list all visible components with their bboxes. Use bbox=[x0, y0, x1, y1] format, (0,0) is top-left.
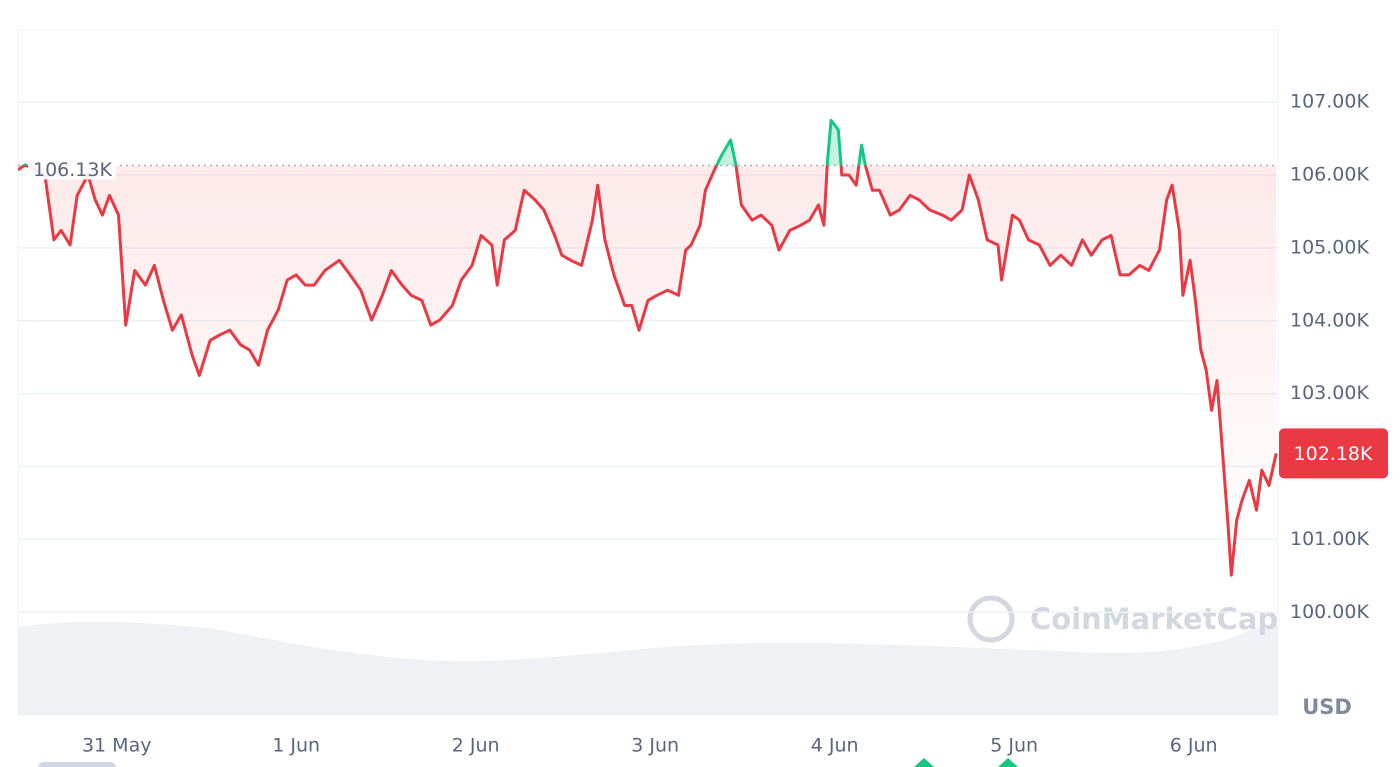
y-tick-label: 103.00K bbox=[1290, 382, 1369, 404]
volume-area bbox=[18, 621, 1278, 715]
watermark-logo bbox=[967, 595, 1015, 643]
event-marker[interactable] bbox=[998, 758, 1018, 767]
y-tick-label: 104.00K bbox=[1290, 309, 1369, 331]
plot: 106.13K bbox=[18, 118, 1278, 577]
area-below-baseline bbox=[18, 165, 1277, 576]
x-tick-label: 31 May bbox=[82, 735, 152, 757]
price-line bbox=[18, 165, 1278, 577]
y-tick-label: 101.00K bbox=[1290, 528, 1369, 550]
x-tick-label: 5 Jun bbox=[990, 735, 1038, 757]
last-price-tag bbox=[1279, 428, 1388, 479]
scroll-handle[interactable] bbox=[38, 762, 116, 767]
x-tick-label: 4 Jun bbox=[811, 735, 859, 757]
currency-label: USD bbox=[1302, 695, 1352, 719]
baseline-label-bg bbox=[28, 151, 116, 180]
event-marker[interactable] bbox=[914, 758, 934, 767]
y-tick-label: 107.00K bbox=[1290, 91, 1369, 113]
y-tick-label: 106.00K bbox=[1290, 164, 1369, 186]
x-tick-label: 6 Jun bbox=[1170, 735, 1218, 757]
last-price-label: 102.18K bbox=[1294, 443, 1373, 465]
y-tick-label: 100.00K bbox=[1290, 601, 1369, 623]
y-tick-label: 105.00K bbox=[1290, 236, 1369, 258]
watermark: CoinMarketCap bbox=[967, 595, 1278, 643]
watermark-text: CoinMarketCap bbox=[1030, 602, 1278, 636]
baseline-label: 106.13K bbox=[33, 159, 112, 181]
x-tick-label: 3 Jun bbox=[631, 735, 679, 757]
x-tick-label: 1 Jun bbox=[272, 735, 320, 757]
x-tick-label: 2 Jun bbox=[452, 735, 500, 757]
